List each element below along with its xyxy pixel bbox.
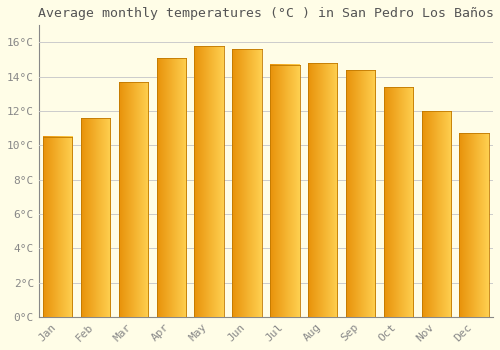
Title: Average monthly temperatures (°C ) in San Pedro Los Baños: Average monthly temperatures (°C ) in Sa… — [38, 7, 494, 20]
